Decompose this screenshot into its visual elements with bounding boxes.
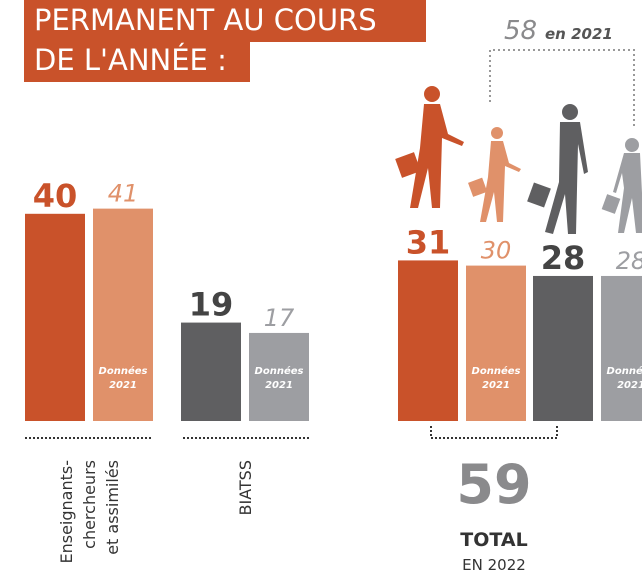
- total-label: TOTAL: [460, 529, 527, 551]
- value-label: 41: [108, 180, 139, 208]
- previous-total-label: en 2021: [545, 25, 613, 43]
- silhouette: [395, 86, 464, 208]
- note: 2021: [617, 380, 642, 391]
- note: Données: [607, 365, 642, 377]
- value-label: 31: [406, 223, 451, 261]
- value-label: 19: [189, 286, 234, 324]
- previous-total: 58: [504, 16, 537, 46]
- bar: [249, 332, 309, 421]
- category-label: Enseignants-: [57, 460, 76, 564]
- bar: [181, 322, 241, 421]
- value-label: 40: [33, 177, 78, 215]
- category-label: et assimilés: [103, 460, 122, 555]
- note: Données: [99, 365, 148, 377]
- bar: [93, 208, 153, 421]
- note: Données: [255, 365, 304, 377]
- silhouette: [527, 104, 588, 234]
- title-banner: [24, 42, 250, 82]
- silhouette: [601, 138, 642, 233]
- bar: [601, 275, 642, 421]
- bar: [533, 275, 593, 421]
- value-label: 28: [541, 239, 586, 277]
- value-label: 28: [616, 247, 642, 275]
- bar: [466, 265, 526, 421]
- title: PERMANENT AU COURS: [34, 3, 377, 37]
- note: Données: [472, 365, 521, 377]
- bar: [398, 260, 458, 421]
- value-label: 30: [481, 237, 512, 265]
- bar: [25, 213, 85, 421]
- category-label: BIATSS: [236, 460, 255, 515]
- title-banner: [24, 0, 426, 42]
- value-label: 17: [264, 304, 295, 332]
- note: 2021: [482, 380, 510, 391]
- silhouette: [468, 127, 521, 222]
- total-sublabel: EN 2022: [462, 556, 526, 574]
- note: 2021: [109, 380, 137, 391]
- title: DE L'ANNÉE :: [34, 43, 227, 77]
- note: 2021: [265, 380, 293, 391]
- total-value: 59: [456, 453, 531, 516]
- bracket: [489, 49, 635, 128]
- category-label: chercheurs: [80, 460, 99, 549]
- bracket: [430, 426, 558, 439]
